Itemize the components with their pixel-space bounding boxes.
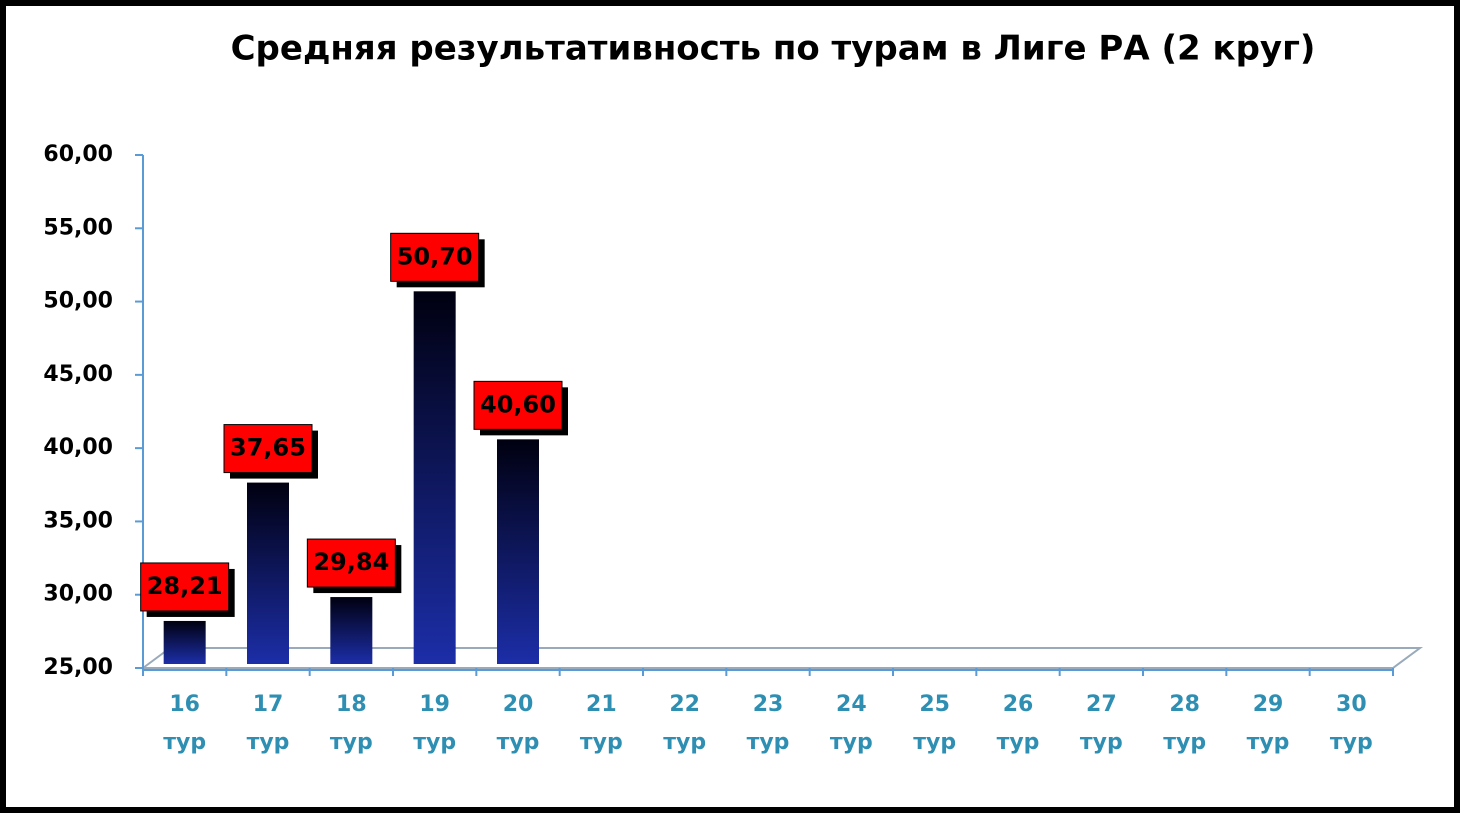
x-tick-label: 20 тур xyxy=(496,692,540,755)
y-tick-label: 25,00 xyxy=(43,655,113,680)
value-label: 50,70 xyxy=(397,242,473,270)
x-tick-label: 23 тур xyxy=(746,692,790,755)
x-tick-label: 26 тур xyxy=(996,692,1040,755)
value-label: 29,84 xyxy=(313,548,389,576)
bar xyxy=(497,439,539,664)
y-tick-label: 55,00 xyxy=(43,215,113,240)
value-label: 28,21 xyxy=(147,572,223,600)
value-label: 37,65 xyxy=(230,434,306,462)
x-tick-label: 22 тур xyxy=(663,692,707,755)
x-tick-label: 18 тур xyxy=(329,692,373,755)
label-box xyxy=(473,380,563,430)
chart-title: Средняя результативность по турам в Лиге… xyxy=(231,29,1316,69)
x-tick-label: 30 тур xyxy=(1329,692,1373,755)
bar xyxy=(330,597,373,664)
x-tick-label: 19 тур xyxy=(413,692,457,755)
label-box xyxy=(306,538,396,588)
bar xyxy=(413,291,456,664)
x-tick-label: 16 тур xyxy=(163,692,207,755)
x-tick-label: 21 тур xyxy=(579,692,623,755)
value-label: 40,60 xyxy=(480,390,556,418)
label-box xyxy=(140,562,230,612)
x-tick-label: 29 тур xyxy=(1246,692,1290,755)
y-tick-label: 35,00 xyxy=(43,508,113,533)
y-tick-label: 30,00 xyxy=(43,582,113,607)
bar xyxy=(247,482,289,664)
x-tick-label: 25 тур xyxy=(913,692,957,755)
x-tick-label: 24 тур xyxy=(829,692,873,755)
label-box xyxy=(223,424,313,474)
y-tick-label: 40,00 xyxy=(43,435,113,460)
x-tick-label: 17 тур xyxy=(246,692,290,755)
bar xyxy=(163,620,206,664)
x-tick-label: 27 тур xyxy=(1079,692,1123,755)
y-tick-label: 60,00 xyxy=(43,142,113,167)
y-tick-label: 50,00 xyxy=(43,289,113,314)
y-tick-label: 45,00 xyxy=(43,362,113,387)
label-box xyxy=(390,232,480,282)
x-tick-label: 28 тур xyxy=(1163,692,1207,755)
